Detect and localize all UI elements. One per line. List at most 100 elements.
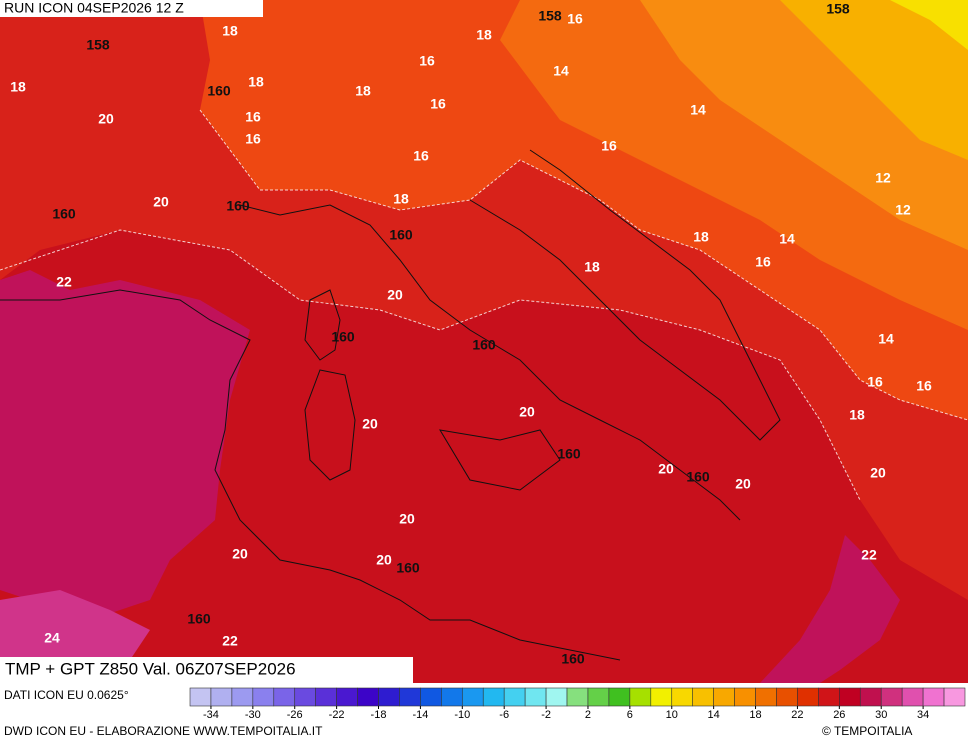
isotherm	[199, 109, 968, 421]
colorbar-tick-label: -6	[499, 709, 509, 721]
geopotential-label: 158	[86, 37, 110, 53]
isotherm-label: 20	[376, 552, 392, 568]
credit-label: DWD ICON EU - ELABORAZIONE WWW.TEMPOITAL…	[4, 724, 323, 738]
zone-22-24	[0, 270, 250, 620]
colorbar-swatch	[713, 687, 735, 707]
isotherm-label: 14	[878, 331, 894, 347]
colorbar-swatch	[587, 687, 610, 707]
isotherm-label: 20	[870, 465, 886, 481]
colorbar-swatch	[797, 687, 819, 707]
colorbar-tick-label: -10	[454, 709, 470, 721]
isotherm-label: 16	[601, 138, 617, 154]
colorbar-swatch	[776, 687, 798, 707]
isotherm-label: 20	[362, 416, 378, 432]
colorbar-tick-label: -2	[541, 709, 551, 721]
isotherm-label: 20	[658, 461, 674, 477]
geopotential-label: 160	[389, 227, 413, 243]
isotherm-label: 20	[735, 476, 751, 492]
title-box	[0, 657, 413, 683]
colorbar-tick-label: 18	[749, 709, 761, 721]
colorbar-swatch	[629, 687, 652, 707]
isotherm-label: 18	[393, 191, 409, 207]
colorbar-swatch	[420, 687, 442, 707]
colorbar-tick-label: 2	[585, 709, 591, 721]
colorbar-swatch	[692, 687, 714, 707]
isotherm-label: 16	[916, 378, 932, 394]
colorbar-swatch	[399, 687, 421, 707]
zone-22-se	[760, 535, 900, 683]
isotherm-label: 18	[355, 83, 371, 99]
colorbar-swatch	[566, 687, 589, 707]
colorbar-swatch	[524, 687, 547, 707]
isotherm-label: 18	[584, 259, 600, 275]
isotherm-label: 20	[519, 404, 535, 420]
isotherm-label: 16	[567, 11, 583, 27]
colorbar-tick-label: 6	[627, 709, 633, 721]
geopotential-label: 160	[52, 206, 76, 222]
isotherm-label: 20	[387, 287, 403, 303]
colorbar-swatch	[378, 687, 400, 707]
colorbar-swatch	[252, 687, 275, 707]
colorbar-tick-label: 22	[791, 709, 803, 721]
map-title: TMP + GPT Z850 Val. 06Z07SEP2026	[5, 659, 296, 678]
colorbar-swatch	[608, 687, 631, 707]
isotherm-label: 16	[245, 109, 261, 125]
colorbar-swatch	[545, 687, 568, 707]
colorbar-tick-label: 14	[708, 709, 720, 721]
isotherm-label: 16	[430, 96, 446, 112]
colorbar-tick-label: -26	[287, 709, 303, 721]
isotherm-label: 18	[693, 229, 709, 245]
coastline	[469, 149, 781, 441]
isotherm-label: 14	[553, 63, 569, 79]
coastline	[239, 204, 741, 521]
isotherm	[0, 229, 861, 501]
isotherm-label: 22	[56, 274, 72, 290]
isotherm-label: 22	[861, 547, 877, 563]
isotherm-label: 18	[248, 74, 264, 90]
colorbar-swatch	[650, 687, 673, 707]
colorbar-swatch	[315, 687, 337, 707]
geopotential-label: 160	[472, 337, 496, 353]
isotherm-label: 16	[419, 53, 435, 69]
zone-8-10	[890, 0, 968, 50]
isotherm-label: 14	[690, 102, 706, 118]
colorbar-tick-label: -18	[371, 709, 387, 721]
run-label: RUN ICON 04SEP2026 12 Z	[4, 0, 184, 16]
geopotential-label: 160	[207, 83, 231, 99]
geopotential-label: 160	[561, 651, 585, 667]
colorbar-swatch	[294, 687, 316, 707]
isotherm-label: 22	[222, 633, 238, 649]
colorbar-swatch	[734, 687, 756, 707]
coastline	[0, 289, 621, 661]
colorbar-tick-label: 10	[666, 709, 678, 721]
colorbar-tick-label: -34	[203, 709, 219, 721]
isotherm-label: 20	[98, 111, 114, 127]
isotherm-label: 18	[10, 79, 26, 95]
isotherm-label: 14	[779, 231, 795, 247]
isotherm-label: 18	[476, 27, 492, 43]
isotherm-label: 16	[867, 374, 883, 390]
isotherm-label: 24	[44, 630, 60, 646]
colorbar-swatch	[671, 687, 694, 707]
coastline	[439, 429, 561, 491]
colorbar-swatch	[922, 687, 945, 707]
geopotential-label: 158	[538, 8, 562, 24]
colorbar-swatch	[839, 687, 861, 707]
isotherm-label: 16	[755, 254, 771, 270]
source-label: DATI ICON EU 0.0625°	[4, 688, 129, 702]
colorbar-tick-label: -30	[245, 709, 261, 721]
colorbar-tick-label: -14	[412, 709, 428, 721]
isotherm-label: 12	[875, 170, 891, 186]
geopotential-label: 160	[226, 198, 250, 214]
run-box	[0, 0, 263, 17]
colorbar-swatch	[210, 687, 233, 707]
brand-label: © TEMPOITALIA	[822, 724, 912, 738]
colorbar-swatch	[482, 687, 505, 707]
colorbar-swatch	[189, 687, 212, 707]
geopotential-label: 158	[826, 1, 850, 17]
isotherm-label: 16	[245, 131, 261, 147]
colorbar-swatch	[880, 687, 903, 707]
colorbar-swatch	[357, 687, 379, 707]
colorbar-swatch	[441, 687, 463, 707]
